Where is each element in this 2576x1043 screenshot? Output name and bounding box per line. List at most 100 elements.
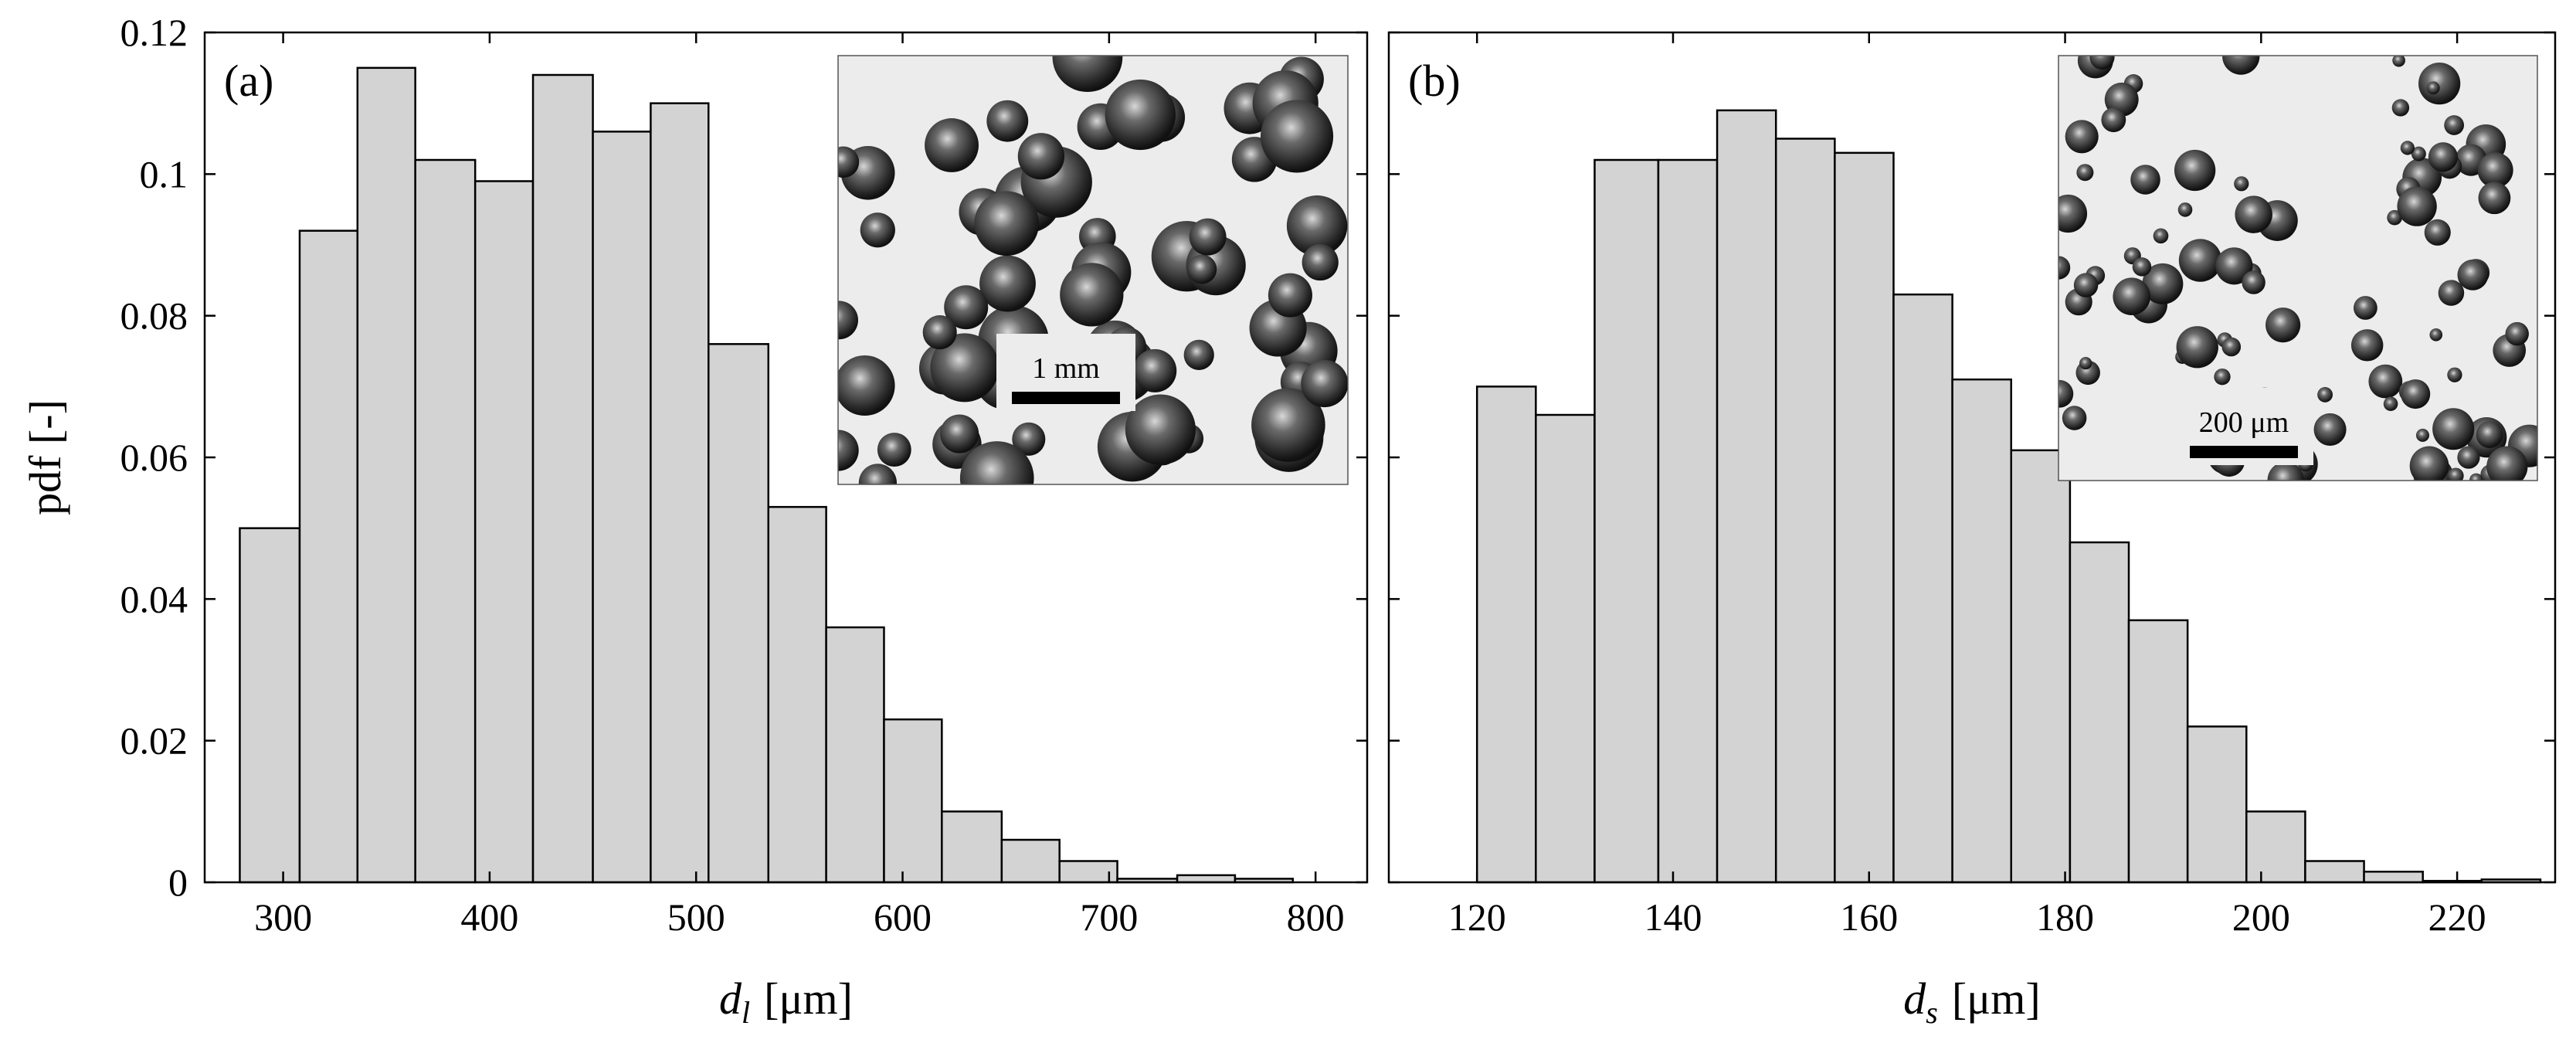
- droplet: [2432, 408, 2475, 450]
- histogram-bar: [356, 66, 416, 884]
- x-tick-label: 140: [1644, 895, 1702, 939]
- droplet: [1251, 388, 1325, 462]
- droplet: [986, 100, 1029, 142]
- histogram-bar: [1176, 874, 1237, 884]
- droplet: [2265, 307, 2301, 343]
- x-axis-symbol: d: [1903, 973, 1926, 1024]
- droplet: [2477, 152, 2513, 189]
- droplet: [1286, 195, 1348, 257]
- droplet: [2267, 461, 2304, 481]
- droplet: [2153, 228, 2169, 244]
- droplet: [2387, 209, 2402, 226]
- droplet: [2411, 146, 2426, 161]
- droplet: [974, 191, 1040, 257]
- droplet: [2478, 182, 2511, 215]
- droplet: [2242, 270, 2265, 294]
- x-tick-label: 500: [667, 895, 725, 939]
- bars: [1475, 109, 2542, 884]
- histogram-bar: [1657, 158, 1719, 884]
- droplet: [1017, 133, 1065, 180]
- droplet: [2429, 328, 2443, 341]
- histogram-bar: [2363, 871, 2424, 884]
- droplet: [2447, 367, 2462, 382]
- x-tick-label: 800: [1287, 895, 1345, 939]
- x-tick-label: 160: [1840, 895, 1898, 939]
- histogram-bar: [2245, 810, 2306, 884]
- droplet: [2065, 120, 2099, 154]
- droplet: [2178, 239, 2222, 282]
- x-axis-symbol: d: [719, 973, 742, 1024]
- droplet: [959, 441, 1034, 484]
- x-tick-label: 200: [2232, 895, 2290, 939]
- droplet: [1302, 243, 1339, 281]
- droplet: [930, 333, 1000, 403]
- droplet: [2391, 99, 2410, 117]
- x-axis-label: dl [μm]: [719, 973, 853, 1030]
- droplet: [2415, 428, 2430, 442]
- droplet: [2062, 406, 2087, 430]
- droplet: [2142, 263, 2184, 304]
- droplet: [1060, 263, 1124, 327]
- droplet: [1012, 422, 1046, 456]
- droplet: [838, 430, 859, 471]
- x-tick-label: 600: [874, 895, 932, 939]
- droplet: [1260, 100, 1334, 173]
- histogram-bar: [531, 73, 594, 884]
- droplet: [2089, 56, 2115, 70]
- histogram-bar: [2010, 449, 2072, 884]
- droplet: [2392, 56, 2405, 67]
- y-tick-label: 0.04: [120, 577, 188, 620]
- droplet: [2221, 337, 2242, 357]
- droplet: [1268, 273, 1312, 318]
- histogram-bar: [592, 131, 652, 884]
- histogram-bar: [414, 158, 477, 884]
- droplet: [2222, 56, 2260, 75]
- droplet: [877, 433, 911, 467]
- droplet: [2113, 277, 2151, 316]
- droplet: [2426, 81, 2440, 95]
- droplet: [2132, 257, 2152, 277]
- x-tick-label: 120: [1448, 895, 1506, 939]
- y-tick-label: 0.02: [120, 719, 188, 763]
- droplet: [2101, 107, 2126, 133]
- droplet: [2058, 379, 2074, 408]
- scale-bar-label: 1 mm: [1032, 352, 1100, 385]
- x-axis-unit: [μm]: [764, 973, 853, 1024]
- droplet: [2457, 259, 2489, 290]
- histogram-bar: [2069, 541, 2130, 884]
- droplet: [1133, 348, 1177, 392]
- droplet: [1125, 394, 1196, 465]
- histogram-bar: [767, 505, 827, 884]
- x-axis-subscript: s: [1926, 995, 1938, 1030]
- droplet: [925, 118, 979, 172]
- y-tick-label: 0: [168, 861, 188, 904]
- panel-a: 300 400 500 600 700 800 0 0.02 0.04 0.06 0.08 0.1 0.…: [20, 11, 1369, 1030]
- droplet: [2058, 194, 2088, 233]
- x-tick-label: 220: [2428, 895, 2486, 939]
- histogram-bar: [1774, 138, 1836, 884]
- droplet: [2073, 273, 2099, 297]
- droplet: [2174, 149, 2216, 192]
- inset-micrograph: 200 μm: [2058, 55, 2538, 481]
- y-ticks: [1389, 31, 2555, 884]
- histogram-bar: [1716, 109, 1777, 884]
- droplet: [2130, 165, 2160, 195]
- histogram-bar: [473, 180, 535, 884]
- droplet: [838, 301, 858, 340]
- y-tick-label: 0.1: [140, 152, 188, 195]
- droplet: [1105, 79, 1176, 151]
- droplet: [2505, 321, 2529, 346]
- droplet: [838, 355, 895, 416]
- droplet: [1052, 56, 1123, 93]
- inset-border: [837, 55, 1349, 485]
- droplet: [2457, 446, 2480, 469]
- droplet: [2176, 326, 2218, 369]
- droplet: [2397, 186, 2437, 226]
- scale-bar-label: 200 μm: [2199, 406, 2289, 439]
- droplet: [2401, 379, 2431, 409]
- histogram-bar: [1593, 158, 1660, 884]
- histogram-bar: [2127, 619, 2189, 884]
- droplet: [1189, 218, 1227, 256]
- droplet: [2317, 386, 2333, 403]
